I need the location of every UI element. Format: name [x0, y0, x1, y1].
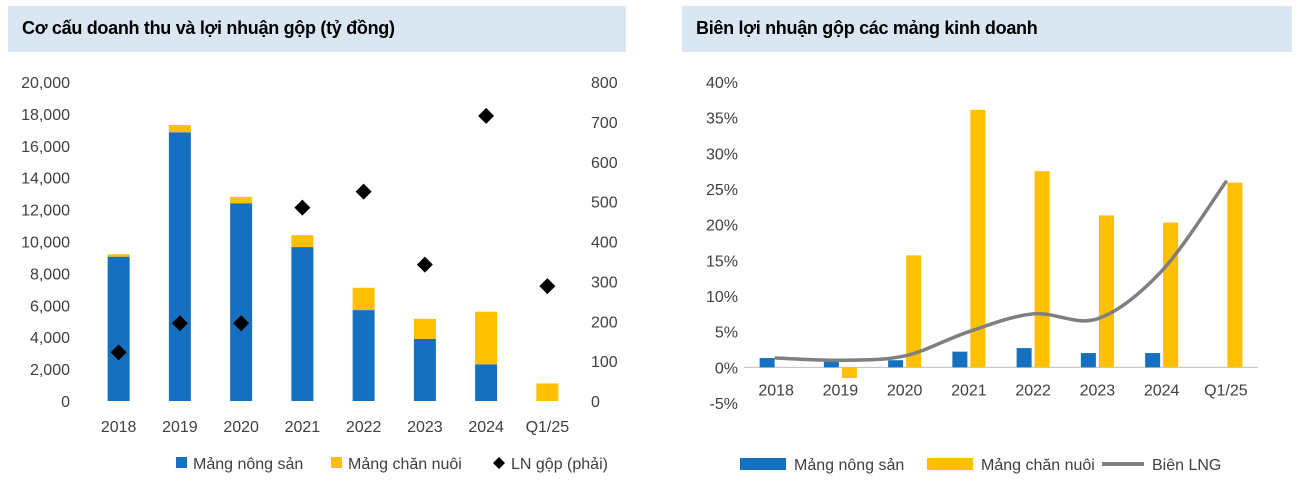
bar-livestock	[291, 235, 313, 247]
y-axis-tick-label: 18,000	[21, 107, 70, 124]
x-axis-tick-label: 2018	[101, 419, 137, 436]
bar-livestock	[230, 197, 252, 203]
bar-agri	[353, 310, 375, 401]
y-axis-tick-label: 14,000	[21, 171, 70, 188]
bar-agri	[291, 247, 313, 401]
bar-livestock	[1227, 183, 1242, 368]
x-axis-tick-label: 2023	[1080, 382, 1116, 399]
y-axis-tick-label: 40%	[706, 75, 738, 92]
y-axis-tick-label: 8,000	[30, 266, 70, 283]
y2-axis-tick-label: 200	[591, 314, 618, 331]
gross-margin-chart: -5% 0% 5% 10% 15% 20% 25% 30% 35% 40% 2018 2019 2020…	[682, 0, 1298, 485]
x-axis-tick-label: 2021	[285, 419, 321, 436]
y-axis-tick-label: 12,000	[21, 203, 70, 220]
bar-livestock	[475, 312, 497, 365]
y2-axis-tick-label: 100	[591, 354, 618, 371]
bar-agri	[888, 360, 903, 367]
y-axis-tick-label: 0%	[715, 360, 738, 377]
y-axis-tick-label: 0	[61, 394, 70, 411]
y2-axis-tick-label: 0	[591, 394, 600, 411]
bar-agri	[1145, 353, 1160, 367]
bar-agri	[475, 364, 497, 401]
y2-axis-tick-label: 300	[591, 274, 618, 291]
y-axis-tick-label: 25%	[706, 182, 738, 199]
bar-agri	[230, 203, 252, 401]
x-axis-tick-label: 2022	[1015, 382, 1051, 399]
revenue-profit-chart: 0 2,000 4,000 6,000 8,000 10,000 12,000 14,000 1…	[0, 0, 640, 485]
x-axis-tick-label: 2019	[162, 419, 198, 436]
gross-margin-chart-panel: Biên lợi nhuận gộp các mảng kinh doanh -…	[682, 0, 1298, 485]
bar-agri	[1017, 348, 1032, 367]
bar-agri	[1081, 353, 1096, 367]
bar-livestock	[169, 125, 191, 132]
x-axis-tick-label: 2021	[951, 382, 987, 399]
legend-swatch	[331, 457, 342, 468]
bar-livestock	[353, 288, 375, 310]
bar-agri	[952, 352, 967, 368]
x-axis-tick-label: Q1/25	[526, 419, 570, 436]
bar-livestock	[1035, 171, 1050, 367]
bar-livestock	[842, 367, 857, 378]
bar-agri	[760, 358, 775, 367]
legend-swatch	[927, 458, 973, 470]
y2-axis-tick-label: 500	[591, 195, 618, 212]
x-axis-tick-label: 2022	[346, 419, 382, 436]
legend-label: Biên LNG	[1152, 457, 1221, 474]
x-axis-tick-label: 2020	[223, 419, 259, 436]
bar-livestock	[414, 319, 436, 339]
x-axis-tick-label: 2020	[887, 382, 923, 399]
profit-point	[356, 184, 372, 200]
y-axis-tick-label: 6,000	[30, 298, 70, 315]
y-axis-tick-label: 10%	[706, 289, 738, 306]
x-axis-tick-label: 2024	[468, 419, 504, 436]
x-axis-tick-label: 2023	[407, 419, 443, 436]
margin-line	[776, 182, 1226, 360]
y-axis-tick-label: 10,000	[21, 235, 70, 252]
y-axis-tick-label: 2,000	[30, 362, 70, 379]
x-axis-tick-label: 2018	[758, 382, 794, 399]
profit-point	[539, 278, 555, 294]
legend-swatch	[493, 457, 505, 469]
legend-label: LN gộp (phải)	[511, 456, 608, 473]
y2-axis-tick-label: 800	[591, 75, 618, 92]
legend-label: Mảng nông sản	[193, 456, 303, 473]
y-axis-tick-label: 4,000	[30, 330, 70, 347]
bar-livestock	[1163, 223, 1178, 368]
legend-label: Mảng chăn nuôi	[348, 456, 462, 473]
y-axis-tick-label: 30%	[706, 146, 738, 163]
profit-point	[478, 108, 494, 124]
x-axis-tick-label: 2024	[1144, 382, 1180, 399]
bar-livestock	[536, 383, 558, 401]
bar-agri	[108, 257, 130, 401]
y-axis-tick-label: 20,000	[21, 75, 70, 92]
x-axis-tick-label: 2019	[823, 382, 859, 399]
y-axis-tick-label: 5%	[715, 325, 738, 342]
y2-axis-tick-label: 600	[591, 155, 618, 172]
y-axis-tick-label: 35%	[706, 111, 738, 128]
legend-label: Mảng nông sản	[794, 457, 904, 474]
legend-label: Mảng chăn nuôi	[981, 457, 1095, 474]
legend-swatch	[176, 457, 187, 468]
legend-swatch	[740, 458, 786, 470]
y-axis-tick-label: 20%	[706, 218, 738, 235]
bar-agri	[169, 132, 191, 401]
profit-point	[417, 257, 433, 273]
y-axis-tick-label: 16,000	[21, 139, 70, 156]
revenue-profit-chart-panel: Cơ cấu doanh thu và lợi nhuận gộp (tỷ đồ…	[0, 0, 640, 485]
bar-agri	[414, 339, 436, 401]
profit-point	[294, 200, 310, 216]
x-axis-tick-label: Q1/25	[1204, 382, 1248, 399]
y2-axis-tick-label: 400	[591, 235, 618, 252]
y2-axis-tick-label: 700	[591, 115, 618, 132]
y-axis-tick-label: -5%	[710, 396, 738, 413]
bar-livestock	[108, 254, 130, 256]
y-axis-tick-label: 15%	[706, 253, 738, 270]
bar-livestock	[1099, 215, 1114, 367]
